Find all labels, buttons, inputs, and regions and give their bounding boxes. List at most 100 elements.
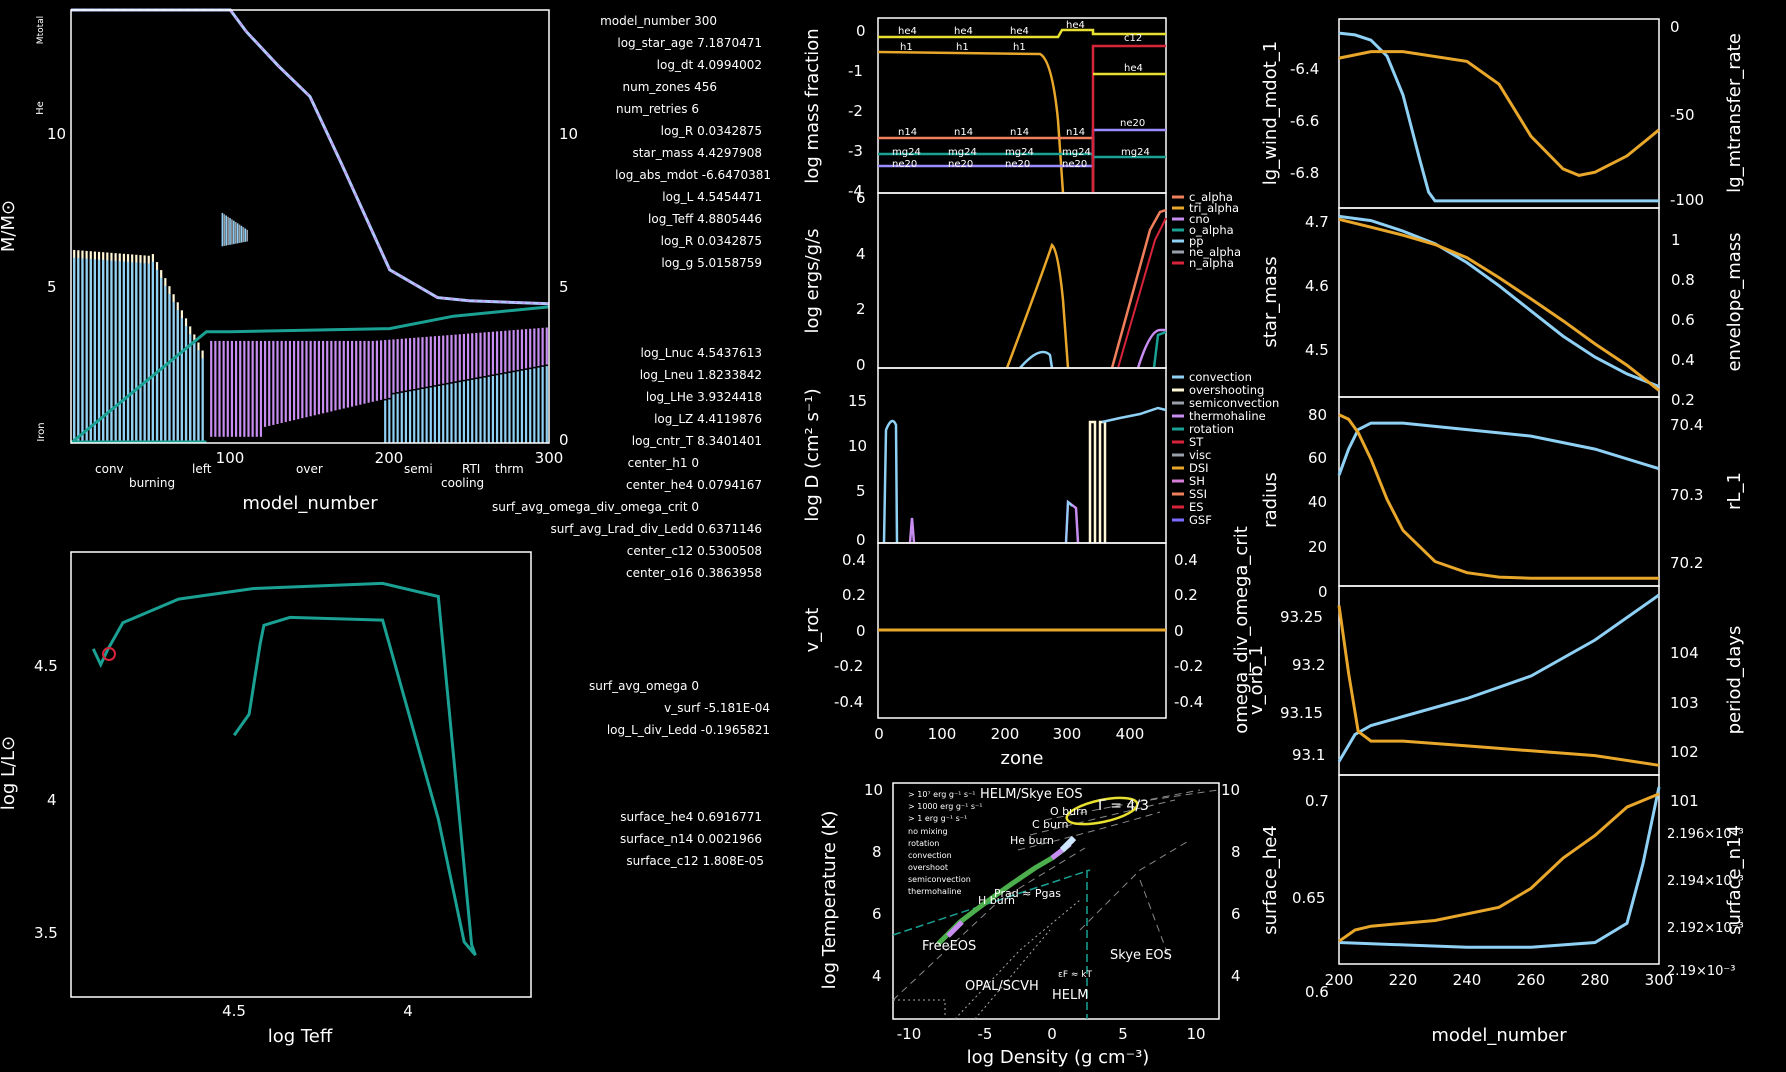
kipp-conv-bar [110,260,113,443]
power-ytick: 0 [856,356,866,374]
kipp-xtick: 200 [375,449,404,467]
kipp-thermohaline-bar [400,338,403,392]
kipp-thermohaline-bar [454,334,457,382]
h1-ytick: -6.6 [1290,112,1319,130]
h4-ytick-right: 103 [1670,694,1699,712]
kipp-conv-bar [180,318,183,443]
h2-ytick-right: 0.4 [1671,351,1695,369]
h4-ytick-right: 104 [1670,644,1699,662]
kipp-conv-bar [495,375,499,443]
h5-ytick-right: 2.196×10⁻³ [1667,827,1744,842]
kipp-conv-bar [454,382,457,443]
kipp-thermohaline-bar [268,340,271,426]
hr-xlabel: log Teff [268,1026,333,1047]
kipp-conv-bar [487,376,490,443]
h5-xlabel: model_number [1431,1025,1567,1046]
abund-iso-label: c12 [1124,33,1142,44]
kipp-thermohaline-bar [355,340,358,406]
power-c-alpha-line [1110,208,1167,369]
h1-ytick: -6.8 [1290,164,1319,182]
trho-heburn-label: He burn [1010,834,1054,847]
trho-xtick: -10 [897,1025,922,1043]
abund-iso-label: h1 [900,42,913,53]
kipp-conv-bar [114,260,117,443]
history-frames [1338,18,1660,965]
kipp-conv-bar [466,380,470,443]
h2-ytick: 4.7 [1305,213,1329,231]
mixing-ytick: 10 [848,437,867,455]
kipp-thermohaline-bar [222,340,225,437]
kipp-conv-bar [413,390,416,443]
rot-xtick: 200 [991,725,1020,743]
kipp-thermohaline-bar [330,340,333,412]
info-line: surf_avg_omega 0 [589,679,699,693]
trho-gamma-label: Γ = 4/3 [1098,798,1149,814]
rot-ytick-right: -0.2 [1174,657,1203,675]
legend-entry: rotation [1189,422,1234,436]
kipp-legend-rti: RTI [462,462,480,476]
kipp-thermohaline-bar [226,340,229,437]
info-line: surface_c12 1.808E-05 [626,854,764,868]
legend-entry: semiconvection [1189,396,1279,410]
h3-ylabel-right: rL_1 [1724,472,1745,510]
history-frame [1338,18,1660,209]
trho-xtick: 5 [1118,1025,1128,1043]
info-line: log_star_age 7.1870471 [617,36,762,50]
abund-iso-label: h1 [1013,42,1026,53]
kipp-thermohaline-bar [413,337,416,389]
kipp-conv-bar [533,368,536,443]
kipp-thermohaline-bar [471,333,474,379]
legend-entry: SSI [1189,487,1207,501]
mixing-ytick: 15 [848,392,867,410]
kipp-feature-bar [233,220,235,245]
h4-ytick: 93.1 [1292,746,1325,764]
kipp-ytick: 5 [47,278,57,296]
trho-legend-entry: thermohaline [908,887,961,896]
info-line: surf_avg_Lrad_div_Ledd 0.6371146 [550,522,762,536]
info-line: log_L_div_Ledd -0.1965821 [607,723,770,737]
mixing-frame [877,367,1167,544]
abund-ytick: -1 [848,62,863,80]
mixing-legend: convection overshooting semiconvection t… [1172,370,1279,527]
kipp-thermohaline-bar [533,328,536,367]
kipp-thermohaline-bar [479,332,482,377]
kipp-conv-bar [524,369,528,443]
trho-opal-label: OPAL/SCVH [965,979,1039,994]
kipp-conv-bar [155,269,159,443]
kipp-thermohaline-bar [437,335,441,385]
info-line: surface_he4 0.6916771 [620,810,762,824]
info-line: center_o16 0.3863958 [626,566,762,580]
trho-legend-entry: > 1000 erg g⁻¹ s⁻¹ [908,802,983,811]
kipp-conv-bar [520,370,524,443]
kipp-thermohaline-bar [350,340,354,407]
h4-ytick: 93.2 [1292,656,1325,674]
kipp-feature-bar [242,227,245,243]
trho-ylabel: log Temperature (K) [819,811,840,990]
legend-entry: DSI [1189,461,1209,475]
kipp-thermohaline-bar [483,332,486,377]
info-line: log_LHe 3.9324418 [646,390,762,404]
kipp-conv-bar [193,342,196,443]
trho-prad-label: Prad ≈ Pgas [994,887,1061,900]
abund-iso-label: ne20 [1005,159,1030,170]
h5-right-series [1338,786,1661,949]
rot-ytick-right: 0 [1174,622,1184,640]
h3-ytick-right: 70.4 [1670,416,1703,434]
kipp-ytick-right: 10 [559,125,578,143]
kipp-feature-bar [225,215,227,246]
h5-ylabel-left: surface_he4 [1260,825,1281,934]
kipp-thermohaline-bar [417,337,420,389]
hr-ytick: 4 [47,791,57,809]
trho-h-burn-line [892,869,1091,936]
rot-ylabel-left: v_rot [802,608,823,653]
kipp-thermohaline-bar [255,340,258,437]
legend-entry: visc [1189,448,1211,462]
kipp-conv-bar [483,377,486,443]
trho-legend-entry: > 1 erg g⁻¹ s⁻¹ [908,814,967,823]
legend-entry: convection [1189,370,1252,384]
kipp-conv-bar [404,392,408,443]
trho-legend-entry: rotation [908,839,939,848]
h5-xtick: 260 [1517,971,1546,989]
h3-ytick: 0 [1318,583,1328,601]
